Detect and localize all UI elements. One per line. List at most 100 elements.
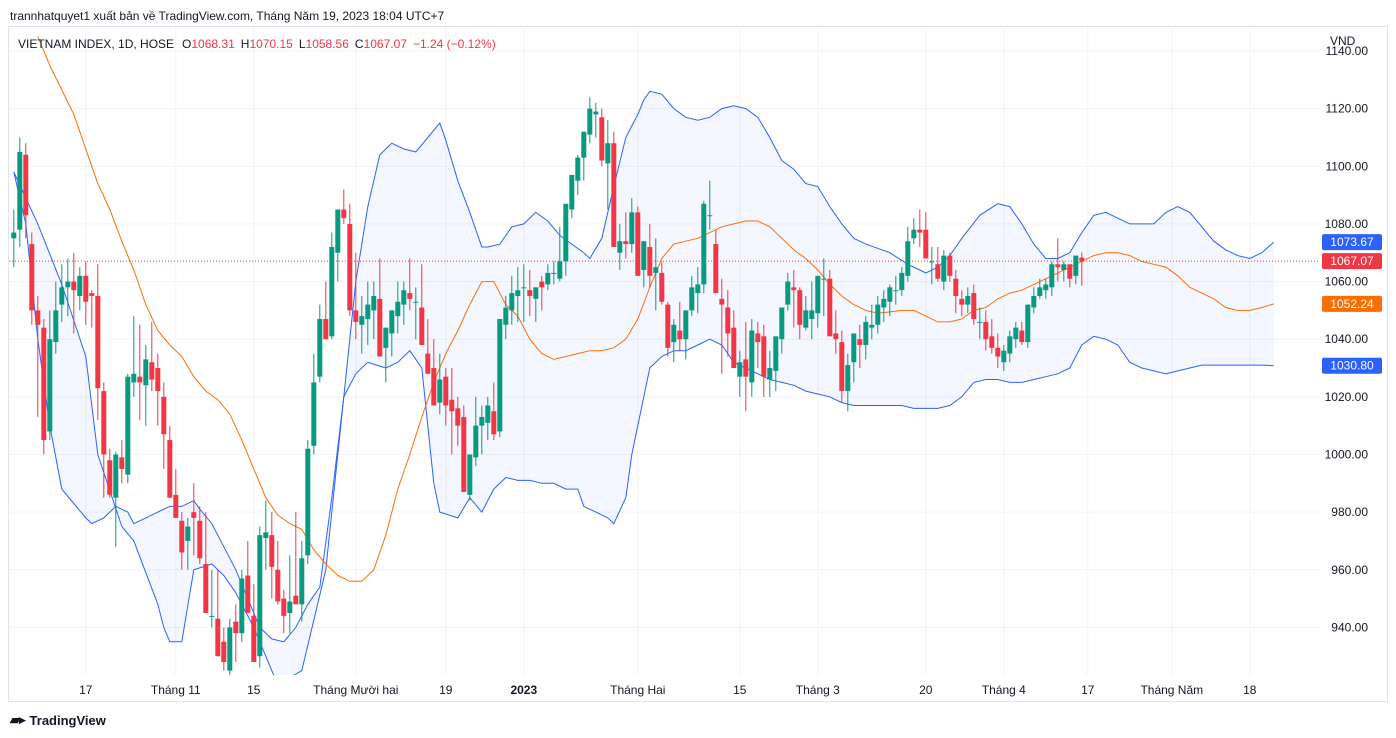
bollinger-lower-line [13,171,1274,643]
candle-body [443,376,449,406]
candle-body [1013,327,1019,340]
candle [533,287,539,322]
candle-body [263,532,269,539]
candle-body [143,359,149,386]
candle-body [215,618,221,657]
candle [245,540,251,613]
candle [389,310,395,357]
candle [1055,238,1061,282]
candle-body [161,396,167,435]
candle-body [1001,350,1007,363]
price-badge-label: 1073.67 [1330,235,1374,249]
candle-body [389,310,395,334]
time-tick-label: Tháng 3 [796,683,840,697]
candle-body [23,154,29,216]
candle-body [119,457,125,469]
candle-body [851,333,857,363]
candle [989,319,995,354]
candle-body [473,425,479,458]
candle [767,350,773,397]
candle [35,295,41,418]
candle-body [983,321,989,340]
time-tick-label: 17 [1081,683,1095,697]
candle [785,272,791,311]
candle-body [353,310,359,322]
candle-body [743,359,749,377]
candle [191,483,197,556]
candle-body [785,281,791,305]
candle [401,281,407,325]
candle-body [305,448,311,556]
candle-body [1037,287,1043,296]
candle-body [425,353,431,374]
candle-body [131,373,137,383]
candle [977,307,983,340]
candle-body [869,324,875,328]
candle [965,287,971,314]
candle-body [299,558,305,605]
candle [923,212,929,259]
candle [371,281,377,340]
candle [743,321,749,412]
candle [233,604,239,662]
candle [227,618,233,675]
candle [629,197,635,253]
candle-body [569,174,575,210]
candle [911,218,917,245]
candle-body [737,362,743,377]
candle-body [797,290,803,325]
candle [947,252,953,282]
candle-body [413,301,419,303]
candle [311,353,317,455]
candle-body [359,316,365,325]
candle-body [155,368,161,392]
candle [881,290,887,322]
candle [503,295,509,340]
candle [1073,255,1079,285]
candle-body [833,333,839,340]
candle [239,569,245,642]
candle-body [899,272,905,291]
candle [863,316,869,360]
price-badge-label: 1052.24 [1330,297,1374,311]
candle [689,275,695,317]
candle-body [881,298,887,308]
candle [887,284,893,317]
candle [1019,321,1025,345]
tradingview-brand: TradingView [29,712,106,728]
candle-body [515,290,521,296]
candle-body [1067,264,1073,279]
tradingview-logo[interactable]: ▰▸ TradingView [10,712,106,728]
candle [455,396,461,446]
candle-body [323,319,329,340]
price-axis[interactable]: 940.00 960.00 980.00 1000.00 1020.00 1040.00 1… [1325,44,1369,634]
candle [1001,344,1007,371]
open-value: 1068.31 [191,37,235,51]
candle-body [95,295,101,389]
candle [1067,264,1073,288]
price-badges: 1073.67 1067.07 1052.24 1030.80 [1322,234,1382,374]
time-axis[interactable]: 17 Tháng 11 15 Tháng Mười hai 19 2023 Tháng Ha… [79,683,1257,697]
candle [899,267,905,296]
candles [11,97,1085,675]
candle [1037,278,1043,299]
candle-body [251,615,257,662]
candle [611,131,617,247]
bollinger-band-fill [13,91,1274,675]
candle-body [779,307,785,340]
candle-body [317,319,323,377]
candle-body [947,255,953,276]
candle-body [53,310,59,343]
candle-body [989,336,995,348]
chart-frame [8,26,1388,702]
candle-body [479,417,485,426]
candle-body [257,535,263,657]
candle-body [107,460,113,495]
candle [365,281,371,345]
time-tick-label: 15 [733,683,747,697]
candle [221,627,227,671]
candle [593,102,599,138]
candle [143,344,149,426]
candle-body [497,319,503,432]
